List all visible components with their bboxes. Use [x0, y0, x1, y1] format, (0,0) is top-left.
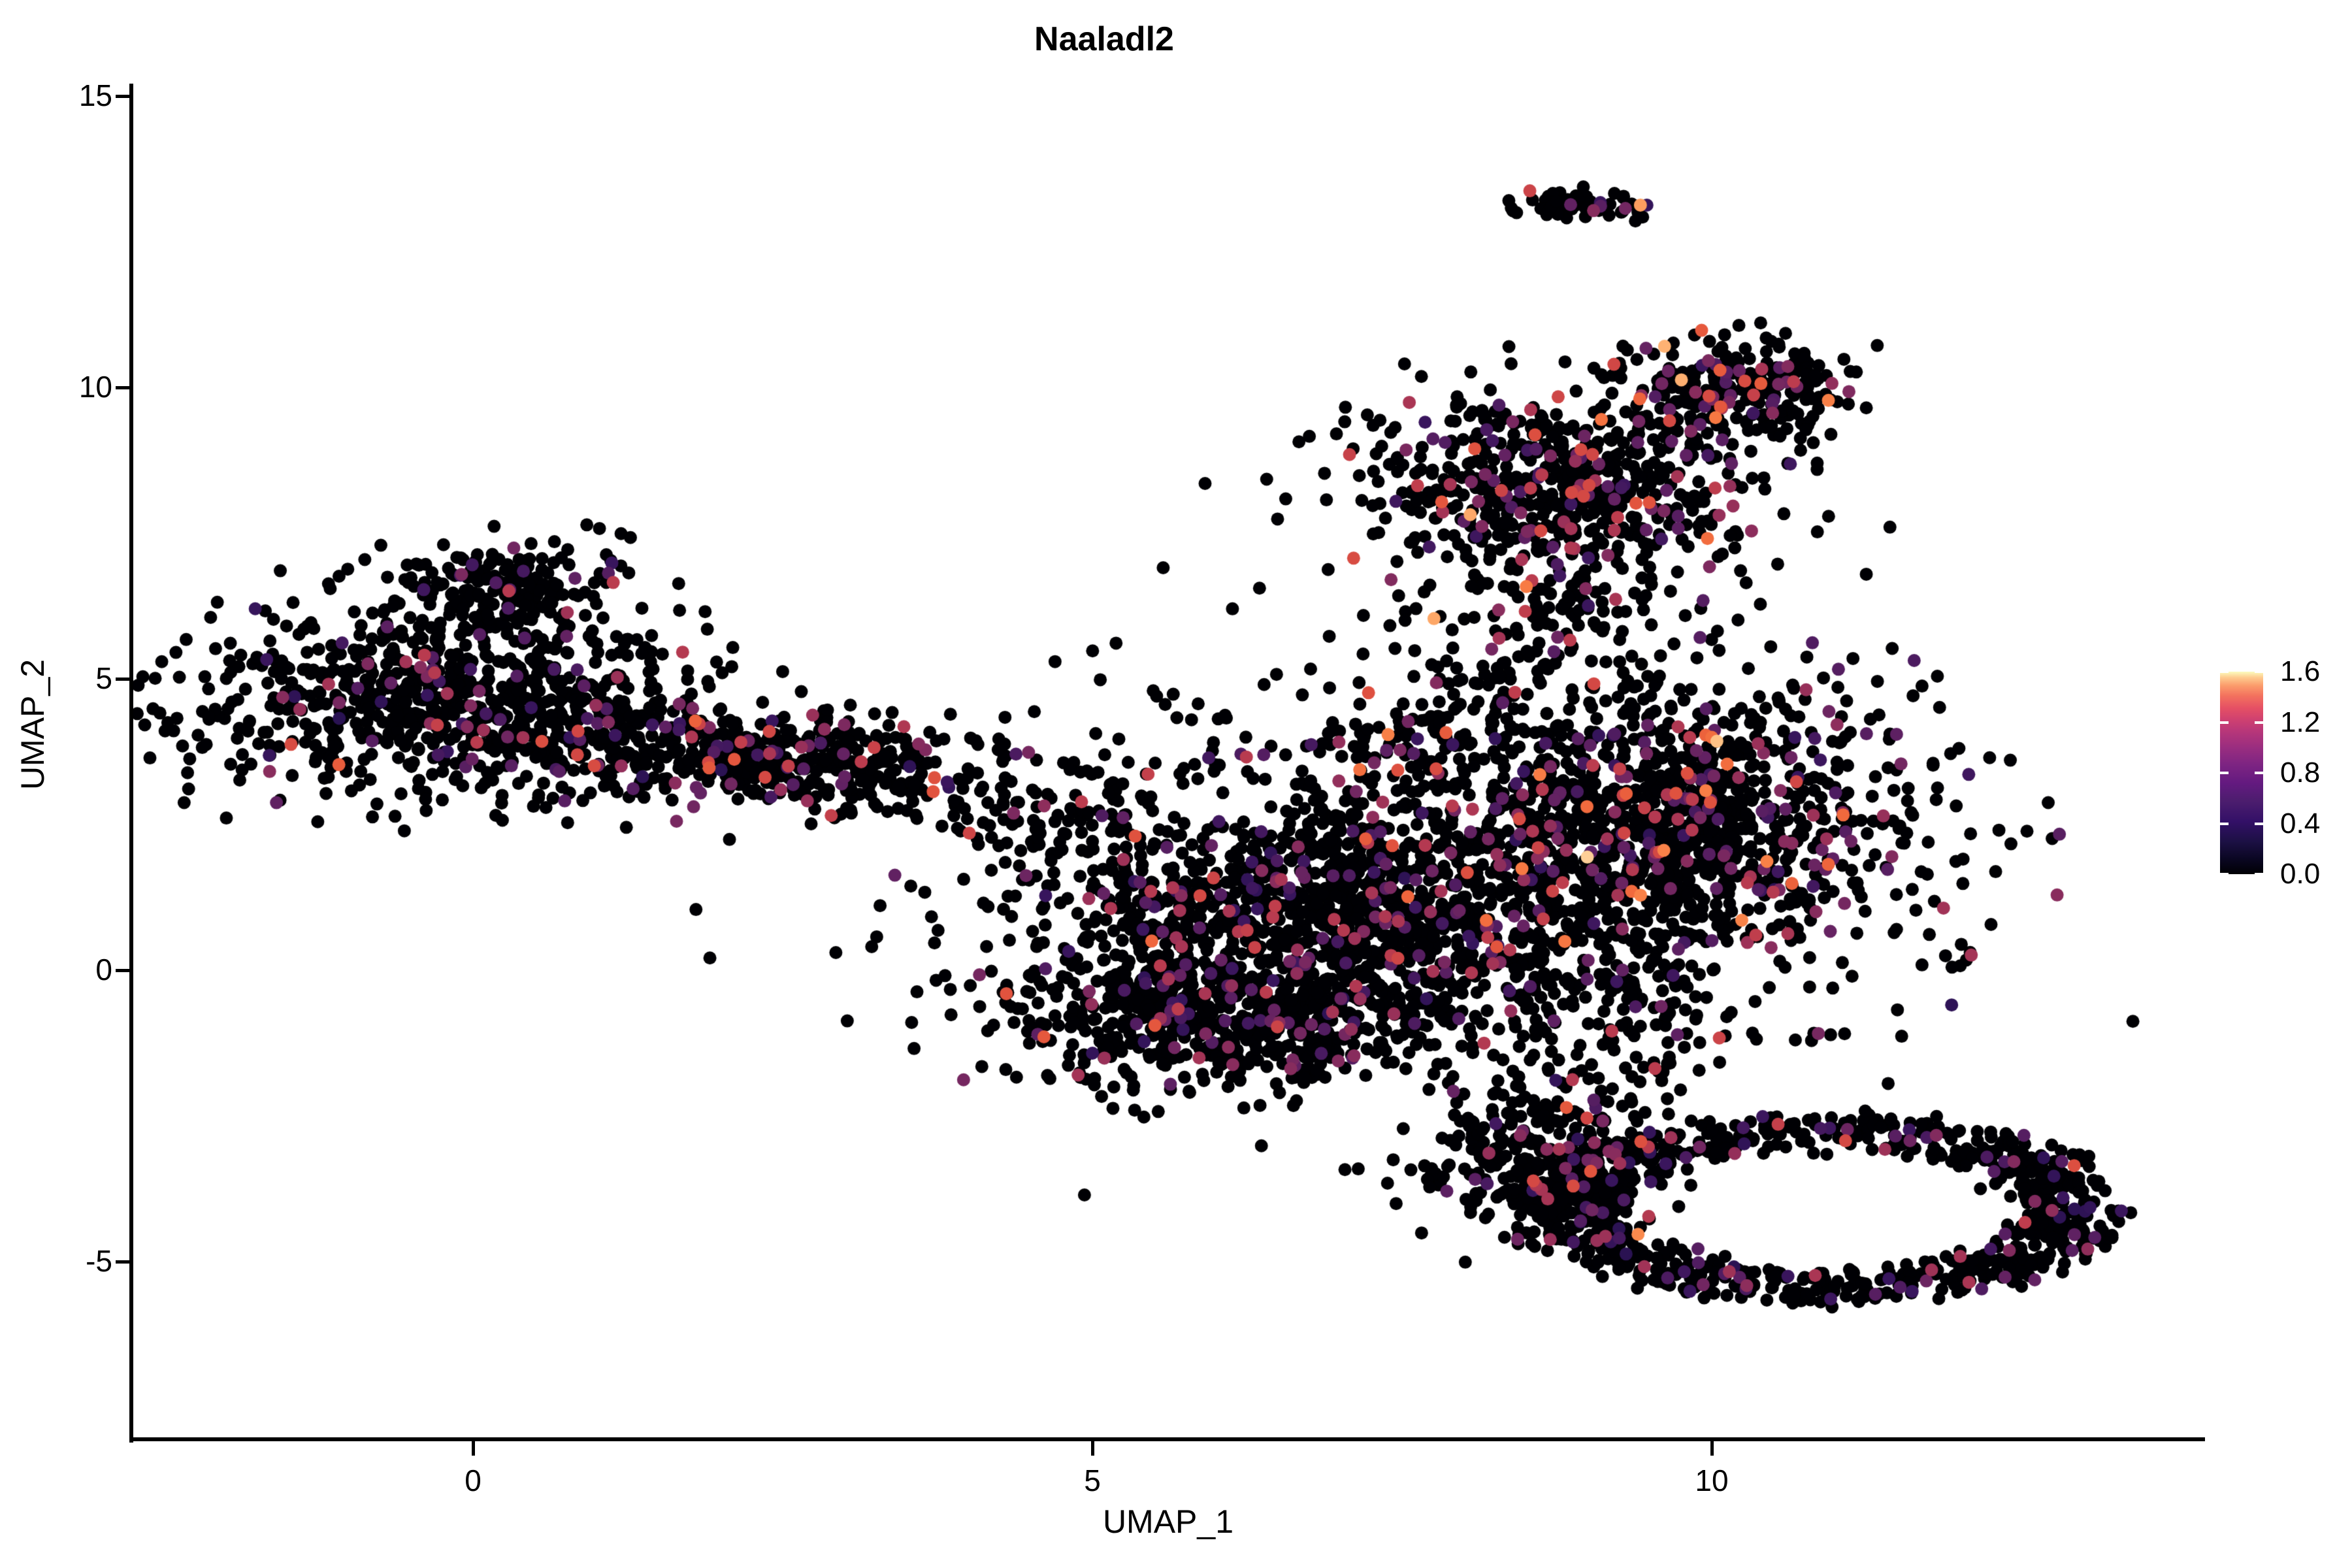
page-title: Naaladl2 [1034, 20, 1174, 58]
x-tick-label: 10 [1695, 1463, 1729, 1497]
colorbar-label: 1.6 [2280, 655, 2321, 687]
colorbar-label: 0.8 [2280, 757, 2321, 789]
x-tick-label: 0 [465, 1463, 482, 1497]
colorbar-tick-mark [2220, 721, 2229, 724]
x-tick-mark [1091, 1441, 1094, 1456]
y-tick-mark [116, 386, 130, 389]
colorbar-tick-mark [2255, 822, 2263, 825]
y-tick-label: 10 [78, 370, 112, 404]
scatter-plot-panel [133, 65, 2204, 1439]
y-tick-label: 15 [78, 78, 112, 112]
x-axis-line [131, 1437, 2205, 1441]
colorbar-label: 0.4 [2280, 807, 2321, 840]
colorbar-tick-mark [2255, 670, 2263, 673]
x-tick-label: 5 [1084, 1463, 1101, 1497]
y-axis-title: UMAP_2 [14, 659, 51, 791]
colorbar-tick-mark [2220, 772, 2229, 774]
y-tick-mark [116, 678, 130, 681]
y-tick-label: 5 [95, 661, 112, 695]
colorbar-tick-mark [2220, 822, 2229, 825]
colorbar-label: 0.0 [2280, 858, 2321, 890]
color-legend: 1.6 1.2 0.8 0.4 0.0 [2220, 657, 2344, 890]
y-tick-label: -5 [86, 1244, 112, 1278]
colorbar-label: 1.2 [2280, 706, 2321, 738]
scatter-points-canvas [133, 65, 2204, 1439]
colorbar-tick-mark [2255, 721, 2263, 724]
y-axis-line [129, 84, 133, 1443]
colorbar-tick-mark [2220, 670, 2229, 673]
colorbar-tick-mark [2220, 873, 2229, 875]
x-axis-title: UMAP_1 [1102, 1503, 1234, 1540]
colorbar-tick-mark [2255, 772, 2263, 774]
y-tick-mark [116, 969, 130, 972]
y-tick-mark [116, 95, 130, 98]
x-tick-mark [1710, 1441, 1714, 1456]
colorbar-tick-mark [2255, 873, 2263, 875]
y-tick-label: 0 [95, 953, 112, 987]
x-tick-mark [472, 1441, 475, 1456]
y-tick-mark [116, 1260, 130, 1264]
